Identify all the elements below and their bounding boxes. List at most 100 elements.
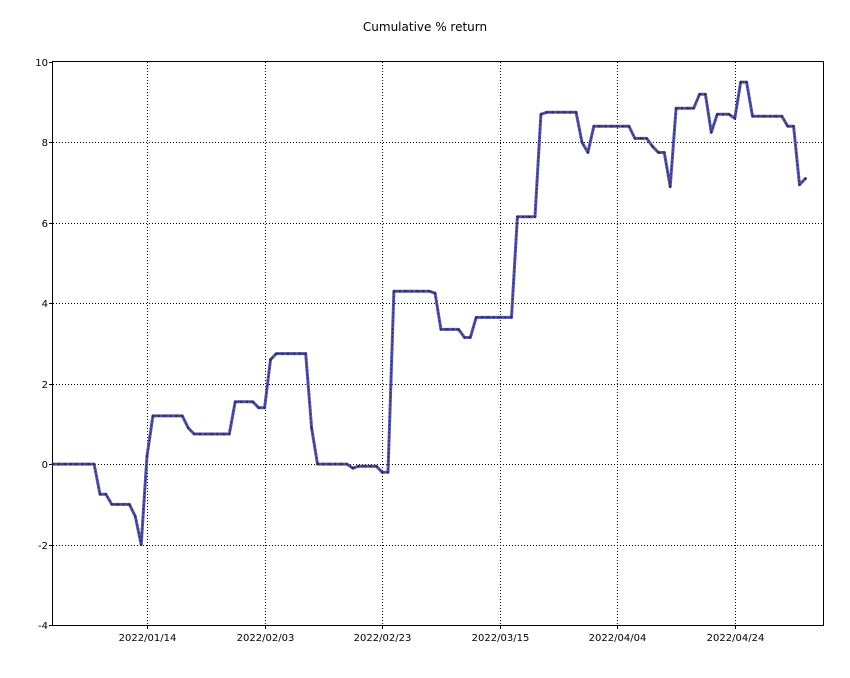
y-tick-label: 8 [42,138,48,149]
data-point [522,215,525,218]
data-point [69,462,72,466]
data-point [204,432,207,436]
x-tick-label: 2022/02/23 [354,633,412,644]
data-point [757,115,760,118]
data-point [627,125,631,128]
data-point [381,471,384,474]
data-point [727,113,731,116]
data-point [322,462,325,466]
x-tick-label: 2022/04/04 [589,633,647,644]
data-point [463,336,466,339]
data-point [798,183,801,186]
data-point [774,115,778,118]
data-point [716,113,719,116]
data-point [545,111,548,114]
data-point [504,316,507,319]
data-point [304,352,307,355]
data-point [563,111,566,114]
data-point [710,131,713,134]
data-point [222,432,225,436]
data-point [75,462,78,466]
data-point [680,107,684,110]
data-point [669,185,672,188]
data-point [257,406,260,409]
x-tick-label: 2022/03/15 [472,633,530,644]
data-point [422,290,425,293]
data-point [592,125,595,128]
data-point [210,432,213,436]
data-point [87,462,90,466]
data-point [375,465,378,468]
series-layer [51,80,807,547]
data-point [292,352,296,355]
data-point [128,503,131,506]
data-point [733,117,736,120]
data-point [181,414,184,418]
data-point [622,125,625,128]
y-tick-label: 6 [42,219,48,230]
data-point [234,400,237,403]
y-tick-label: 10 [35,58,48,69]
y-tick-label: 0 [42,460,48,471]
data-point [616,125,619,128]
data-point [598,125,601,128]
data-point [739,80,742,84]
plot-area [52,61,824,626]
x-axis: 2022/01/14 2022/02/03 2022/02/23 2022/03/15… [119,625,764,644]
data-point [527,215,531,218]
data-point [428,290,431,293]
data-point [192,432,196,436]
data-point [169,414,172,418]
data-point [580,141,584,144]
data-point [110,503,114,506]
data-point [416,290,419,293]
series-line-markers [53,81,806,546]
data-point [392,290,396,293]
data-point [663,151,666,154]
x-tick-label: 2022/02/03 [237,633,295,644]
data-point [310,426,313,430]
data-point [398,290,401,293]
data-point [786,125,789,128]
data-point [281,352,284,355]
data-point [122,503,125,506]
data-point [692,107,695,110]
y-axis: -4 -2 0 2 4 6 8 10 [35,58,53,632]
data-point [610,125,613,128]
data-point [445,328,448,331]
data-point [804,177,807,180]
data-point [498,316,501,319]
data-point [198,432,202,436]
data-point [339,462,343,466]
data-point [363,465,366,468]
data-point [328,462,331,466]
data-point [539,113,543,116]
data-point [357,465,360,468]
data-point [386,471,390,474]
data-point [686,107,689,110]
data-point [116,503,119,506]
data-point [792,125,795,128]
data-point [492,316,495,319]
data-point [698,93,701,96]
data-point [651,145,654,148]
data-point [516,215,519,218]
data-point [51,462,55,466]
data-point [768,115,772,118]
data-point [216,432,219,436]
chart-title: Cumulative % return [363,20,487,34]
data-point [92,462,96,466]
data-point [316,462,319,466]
data-point [369,465,372,468]
data-point [751,115,754,118]
data-point [157,414,160,418]
y-tick-label: -2 [38,541,48,552]
data-point [57,462,61,466]
data-point [175,414,178,418]
data-point [604,125,607,128]
data-point [239,400,243,403]
data-point [480,316,484,319]
data-point [140,543,143,546]
data-point [245,400,249,403]
